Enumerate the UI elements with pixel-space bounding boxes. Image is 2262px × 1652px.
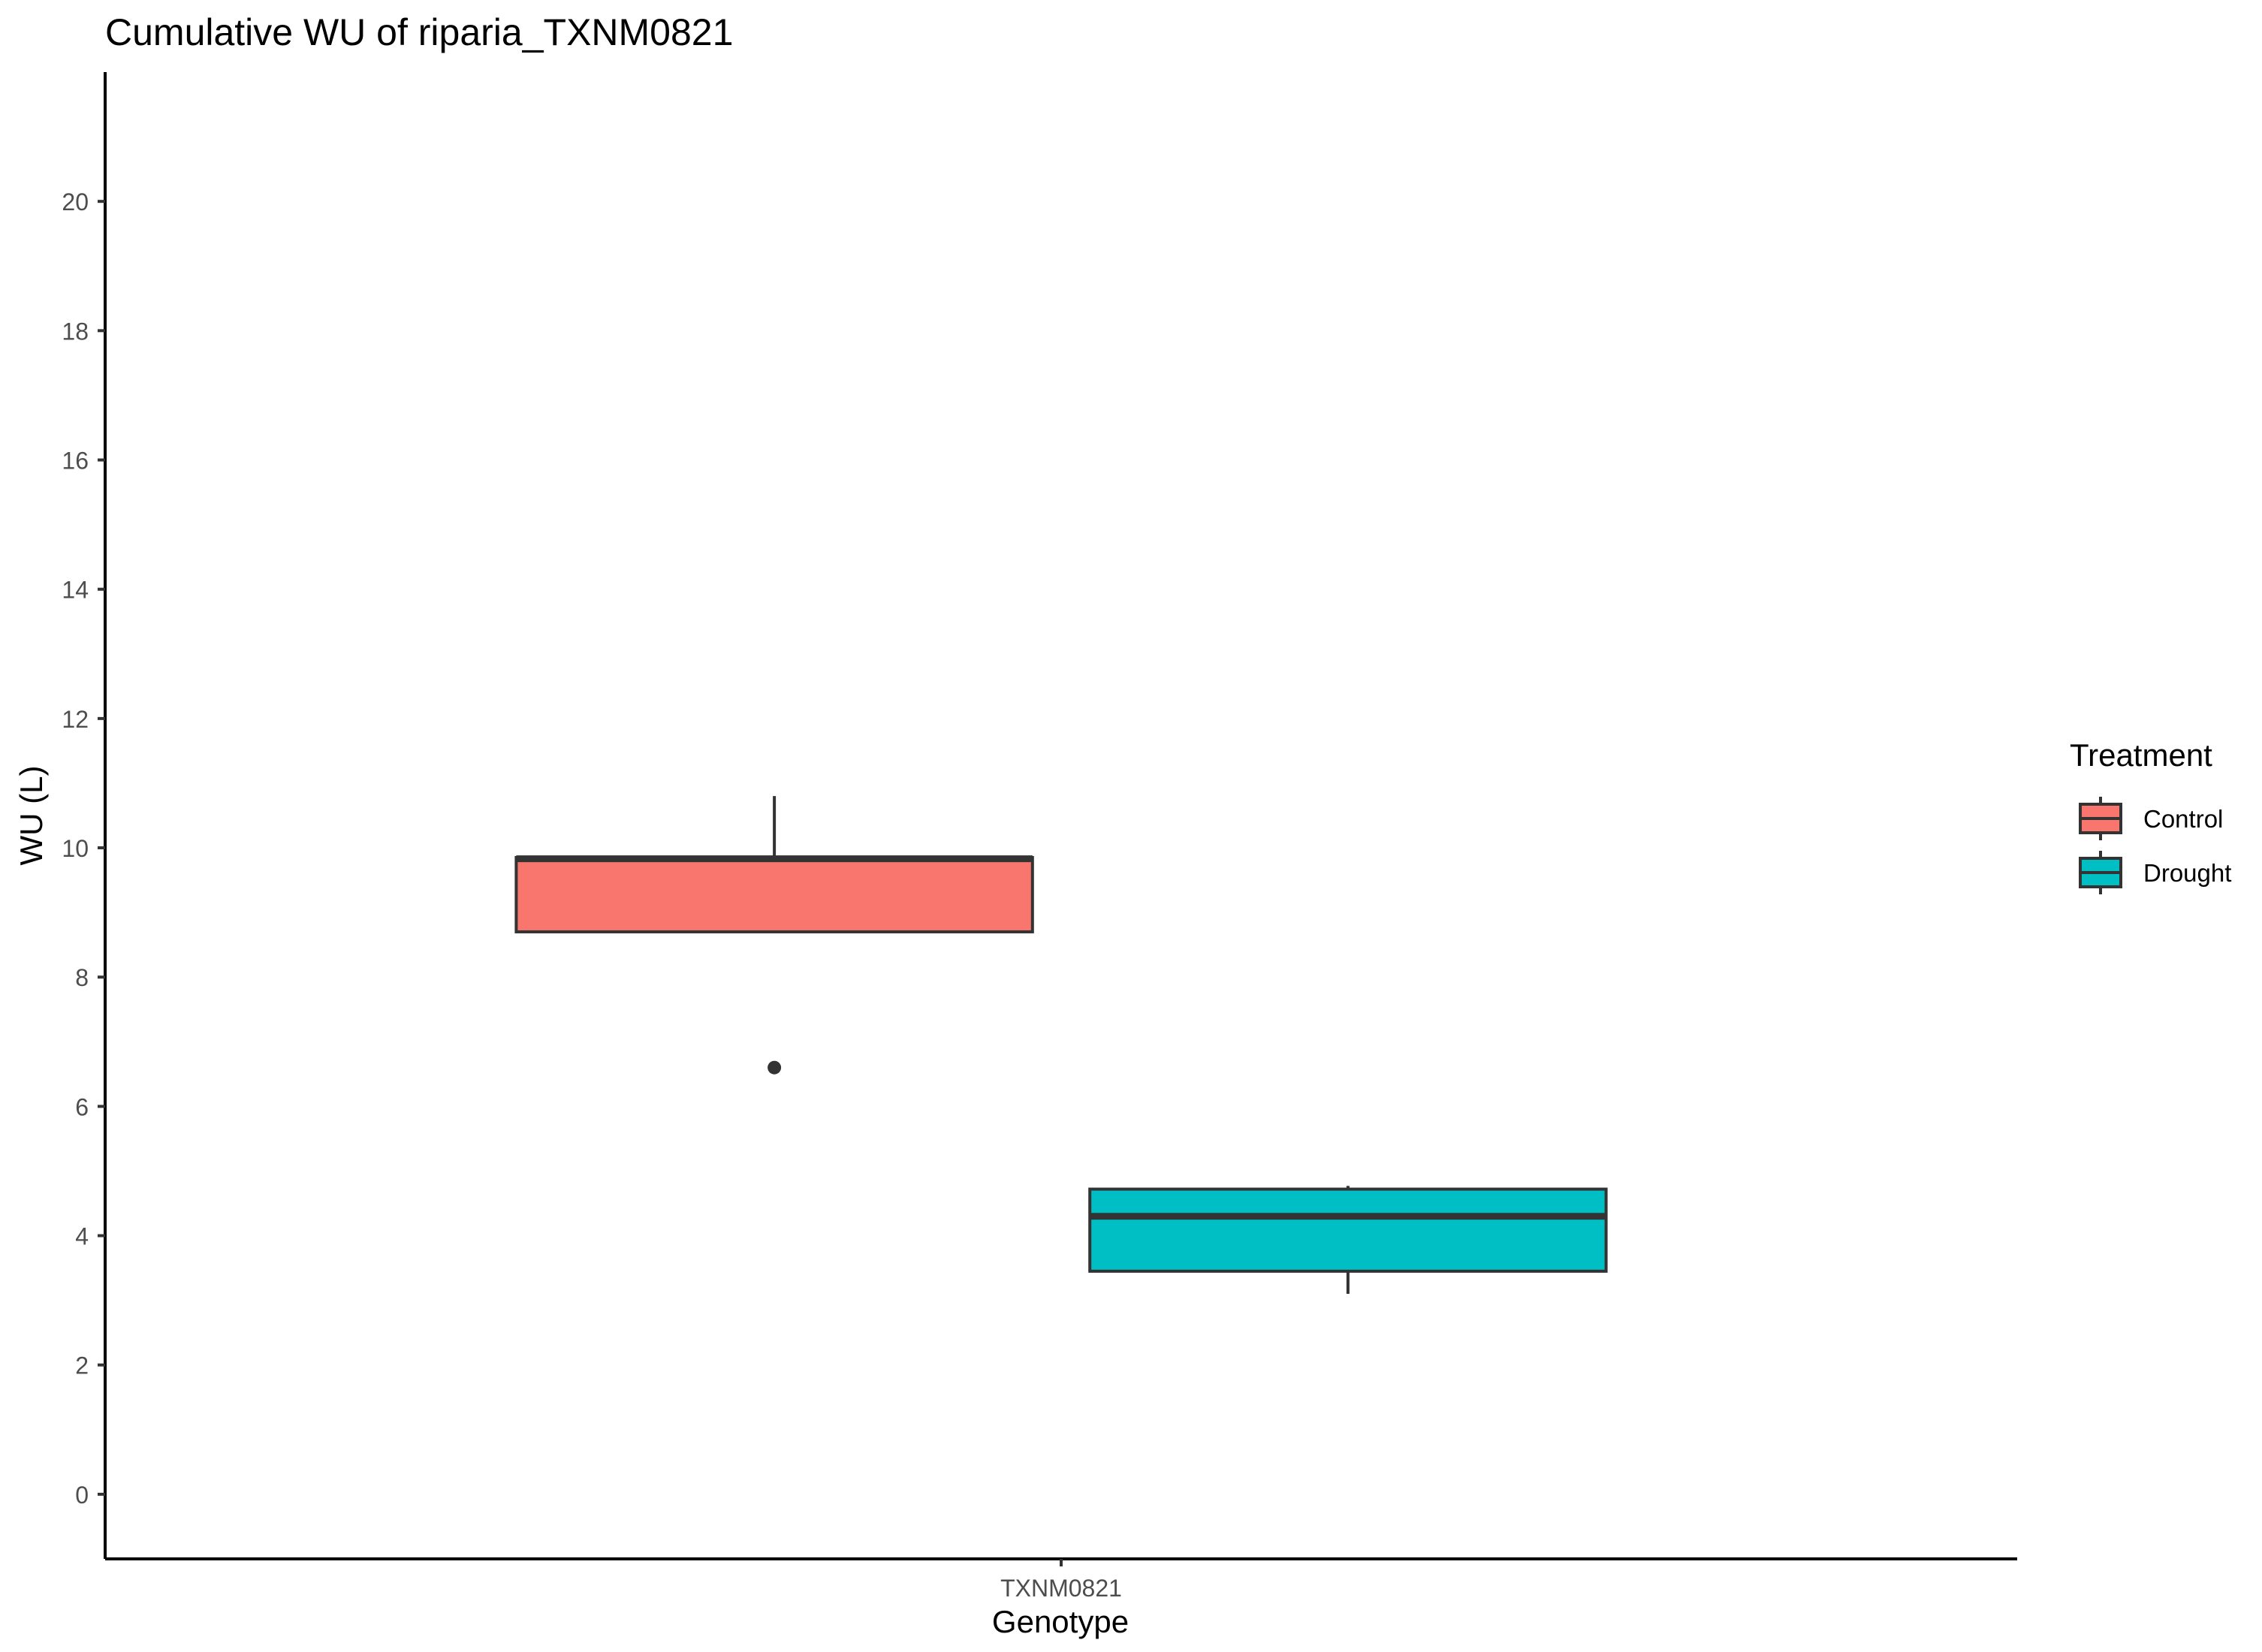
legend-item-control: Control — [2079, 797, 2223, 840]
box — [514, 855, 1034, 933]
y-tick-label: 4 — [75, 1223, 89, 1250]
y-tick-label: 6 — [75, 1093, 89, 1120]
y-axis-label: WU (L) — [14, 766, 49, 866]
x-tick-label: TXNM0821 — [1000, 1575, 1122, 1602]
y-tick-label: 16 — [62, 448, 89, 475]
legend-item-label: Drought — [2143, 859, 2231, 887]
legend: Treatment Control Drought — [2070, 737, 2231, 894]
x-axis-label: Genotype — [992, 1604, 1129, 1639]
y-axis-ticks: 0 2 4 6 8 10 12 14 16 18 20 — [62, 188, 105, 1509]
boxplot-control — [514, 796, 1034, 1075]
x-axis-ticks: TXNM0821 — [1000, 1559, 1122, 1602]
y-tick-label: 10 — [62, 835, 89, 862]
y-tick-label: 8 — [75, 964, 89, 991]
chart-title: Cumulative WU of riparia_TXNM0821 — [105, 11, 733, 53]
y-tick-label: 20 — [62, 188, 89, 216]
legend-item-label: Control — [2143, 805, 2223, 833]
y-tick-label: 14 — [62, 577, 89, 604]
legend-item-drought: Drought — [2079, 851, 2231, 894]
legend-items: Control Drought — [2079, 797, 2231, 894]
y-tick-label: 12 — [62, 706, 89, 733]
outlier-point — [768, 1060, 782, 1075]
y-tick-label: 18 — [62, 318, 89, 345]
box — [1088, 1187, 1608, 1273]
y-tick-label: 0 — [75, 1482, 89, 1509]
plot-area — [514, 796, 1608, 1295]
boxplot-drought — [1088, 1186, 1608, 1295]
legend-title: Treatment — [2070, 737, 2212, 773]
y-tick-label: 2 — [75, 1352, 89, 1379]
